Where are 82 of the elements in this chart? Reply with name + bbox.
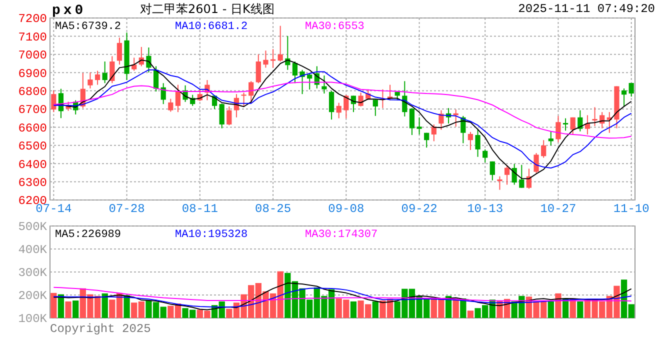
text: MA10:6681.2 xyxy=(175,21,248,33)
x-tick-label: 09-22 xyxy=(401,202,438,216)
candlestick xyxy=(336,102,342,119)
candlestick xyxy=(132,57,137,72)
x-tick-label: 08-25 xyxy=(255,202,292,216)
candlestick xyxy=(328,90,334,120)
candlestick xyxy=(168,98,174,112)
x-tick-label: 09-08 xyxy=(328,202,364,216)
candlestick xyxy=(534,152,539,174)
chart-subtitle: 对二甲苯2601 - 日K线图 xyxy=(140,2,274,16)
candlestick xyxy=(116,37,122,66)
y-tick-label: 6800 xyxy=(18,85,47,99)
x-tick-label: 08-11 xyxy=(182,202,218,216)
candlestick xyxy=(270,48,276,68)
text: 2025-11-11 07:49:20 xyxy=(518,2,655,16)
candlestick xyxy=(490,160,495,181)
line-series xyxy=(53,288,632,308)
text: MA5:226989 xyxy=(55,229,122,241)
y-tick-label: 7200 xyxy=(18,12,47,26)
candlestick xyxy=(497,176,502,190)
text: MA5:6739.2 xyxy=(55,21,122,33)
chart-title: px0 xyxy=(52,3,86,19)
candlestick xyxy=(248,80,254,104)
candlestick xyxy=(146,46,152,73)
candlestick xyxy=(263,50,268,68)
candlestick xyxy=(556,115,561,143)
y-tick-label: 6700 xyxy=(18,103,47,118)
candlestick xyxy=(219,103,224,129)
text: MA30:6553 xyxy=(305,21,364,33)
candlestick xyxy=(519,164,524,188)
candlestick xyxy=(51,90,56,113)
y-tick-label: 200K xyxy=(18,289,48,304)
candlestick xyxy=(482,148,488,164)
candlestick xyxy=(88,72,93,89)
candlestick xyxy=(278,25,283,62)
candlestick xyxy=(416,116,422,135)
y-tick-label: 6500 xyxy=(18,140,47,154)
y-tick-label: 6400 xyxy=(18,158,47,172)
candlestick xyxy=(431,124,436,142)
candlestick xyxy=(468,131,474,150)
candlestick xyxy=(307,72,312,90)
y-tick-label: 7000 xyxy=(18,48,47,63)
candlestick xyxy=(175,84,181,113)
y-tick-label: 7100 xyxy=(18,30,47,44)
candlestick xyxy=(409,108,415,136)
text: MA10:195328 xyxy=(175,229,248,241)
candlestick xyxy=(584,114,590,135)
y-tick-label: 400K xyxy=(18,243,48,258)
x-tick-label: 11-10 xyxy=(613,202,650,216)
x-tick-label: 07-28 xyxy=(108,202,145,216)
candlestick xyxy=(372,99,378,116)
candlestick xyxy=(475,129,480,158)
y-tick-label: 100K xyxy=(18,312,48,326)
candlestick xyxy=(256,54,261,84)
y-tick-label: 6900 xyxy=(18,66,47,81)
x-tick-label: 10-27 xyxy=(540,202,576,216)
candlestick xyxy=(621,88,627,107)
candlestick xyxy=(292,61,298,84)
line-series xyxy=(53,286,632,302)
candlestick xyxy=(241,92,246,107)
candlestick xyxy=(424,132,430,148)
candlestick xyxy=(226,106,232,126)
candlestick xyxy=(344,94,349,119)
candlestick xyxy=(562,118,568,132)
line-series xyxy=(53,282,632,310)
candlestick xyxy=(94,70,100,86)
candlestick xyxy=(592,106,598,127)
candlestick xyxy=(358,92,364,107)
x-tick-label: 10-13 xyxy=(467,202,504,216)
y-tick-label: 6600 xyxy=(18,121,47,136)
y-tick-label: 6300 xyxy=(18,176,47,190)
candlestick xyxy=(541,140,546,158)
candlestick xyxy=(102,61,108,84)
candlestick xyxy=(504,165,510,186)
candlestick xyxy=(570,116,576,135)
candlestick xyxy=(322,75,327,94)
candlestick xyxy=(628,82,634,98)
text: MA30:174307 xyxy=(305,229,378,241)
y-tick-label: 500K xyxy=(18,220,48,234)
text: Copyright 2025 xyxy=(50,322,151,336)
y-tick-label: 300K xyxy=(18,266,48,280)
candlestick xyxy=(438,110,444,130)
